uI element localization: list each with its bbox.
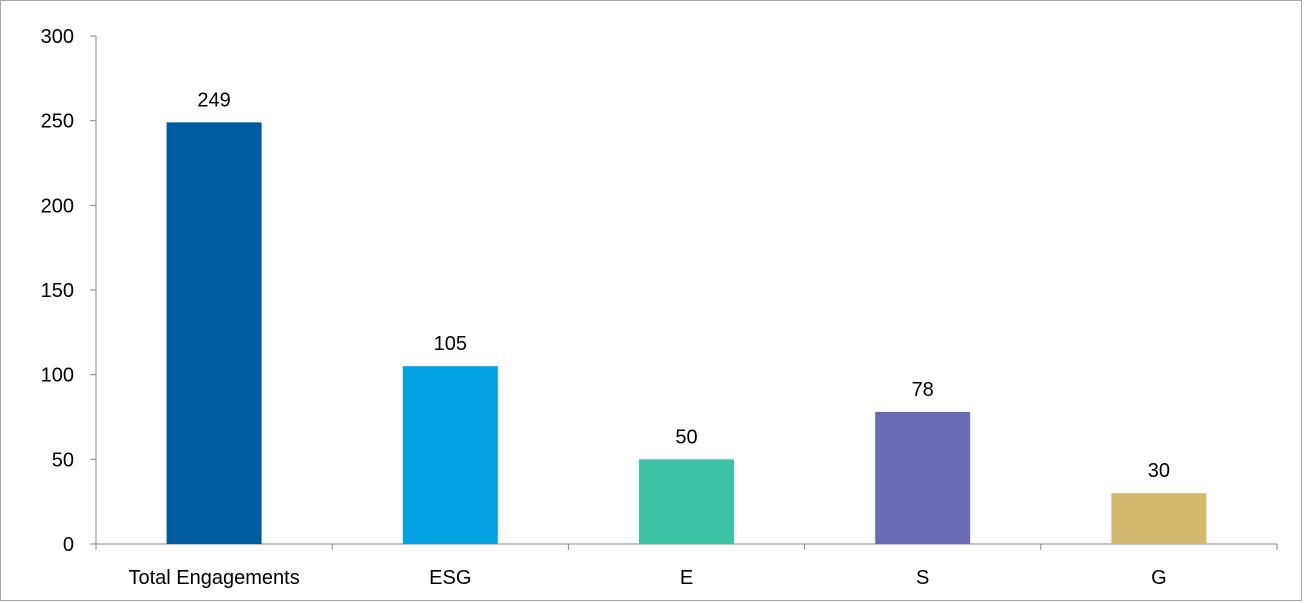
y-tick-label: 0 (63, 534, 74, 556)
x-tick-label: Total Engagements (128, 567, 299, 589)
data-label: 105 (434, 333, 467, 355)
y-tick-label: 300 (41, 26, 74, 48)
x-tick-label: S (916, 567, 929, 589)
data-label: 78 (912, 379, 934, 401)
bar (639, 459, 734, 544)
bar (875, 411, 971, 544)
x-axis: Total Engagements ESG E S G (95, 543, 1278, 589)
x-tick-label: E (680, 567, 693, 589)
y-tick-label: 50 (52, 449, 74, 471)
bar (1111, 493, 1207, 544)
data-label: 30 (1148, 460, 1170, 482)
y-tick-label: 200 (41, 195, 74, 217)
y-axis: 0 50 100 150 200 250 300 (41, 26, 97, 556)
data-label: 50 (675, 426, 697, 448)
y-tick-label: 250 (41, 111, 74, 133)
data-labels: 249 105 50 78 30 (197, 89, 1170, 482)
bars (166, 122, 1207, 545)
x-tick-label: ESG (429, 567, 471, 589)
y-tick-label: 100 (41, 365, 74, 387)
bar (402, 366, 498, 544)
bar (166, 122, 262, 545)
y-tick-label: 150 (41, 280, 74, 302)
data-label: 249 (197, 89, 230, 111)
x-tick-label: G (1151, 567, 1167, 589)
